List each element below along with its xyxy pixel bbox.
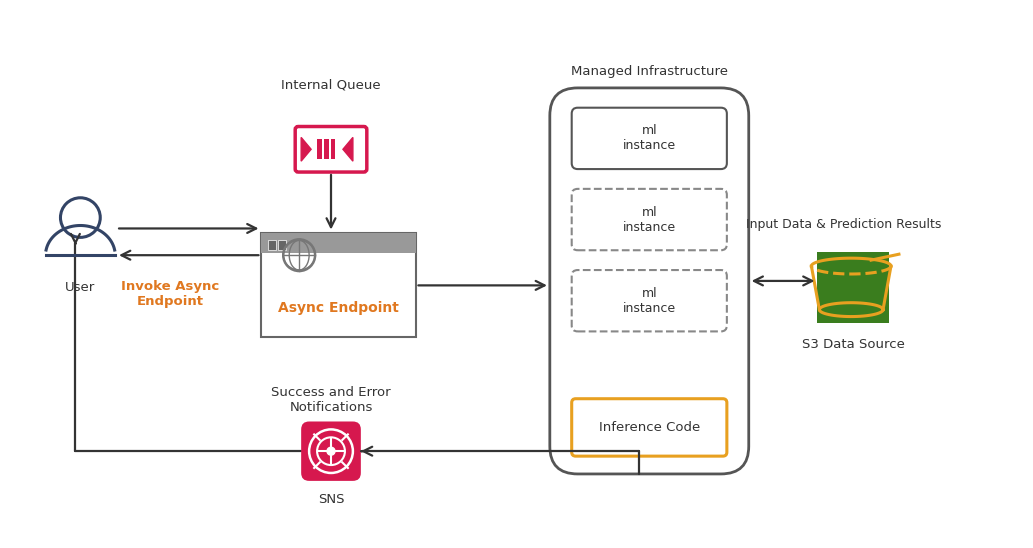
Text: Invoke Async
Endpoint: Invoke Async Endpoint (121, 280, 219, 308)
FancyBboxPatch shape (571, 270, 727, 332)
Bar (817, 252, 889, 323)
FancyBboxPatch shape (571, 108, 727, 169)
Circle shape (327, 447, 335, 455)
Text: ml
instance: ml instance (623, 124, 676, 152)
Bar (317, 139, 321, 159)
FancyBboxPatch shape (571, 399, 727, 456)
Bar (278, 241, 286, 250)
Bar (261, 233, 415, 338)
Text: Managed Infrastructure: Managed Infrastructure (571, 65, 728, 78)
Text: Input Data & Prediction Results: Input Data & Prediction Results (746, 218, 941, 231)
Polygon shape (343, 138, 353, 161)
FancyBboxPatch shape (550, 88, 749, 474)
Text: ml
instance: ml instance (623, 287, 676, 315)
FancyBboxPatch shape (571, 189, 727, 250)
Text: S3 Data Source: S3 Data Source (802, 338, 905, 351)
Text: Success and Error
Notifications: Success and Error Notifications (272, 386, 390, 414)
Text: ml
instance: ml instance (623, 206, 676, 233)
Bar (324, 139, 328, 159)
Text: Internal Queue: Internal Queue (281, 78, 381, 91)
Text: SNS: SNS (318, 493, 344, 506)
Text: User: User (65, 281, 95, 294)
Polygon shape (302, 138, 311, 161)
Bar (261, 233, 415, 253)
Text: Inference Code: Inference Code (599, 421, 700, 434)
FancyBboxPatch shape (295, 127, 367, 172)
Text: Async Endpoint: Async Endpoint (278, 301, 399, 315)
Bar (331, 139, 336, 159)
Bar (269, 241, 276, 250)
FancyBboxPatch shape (302, 421, 361, 481)
